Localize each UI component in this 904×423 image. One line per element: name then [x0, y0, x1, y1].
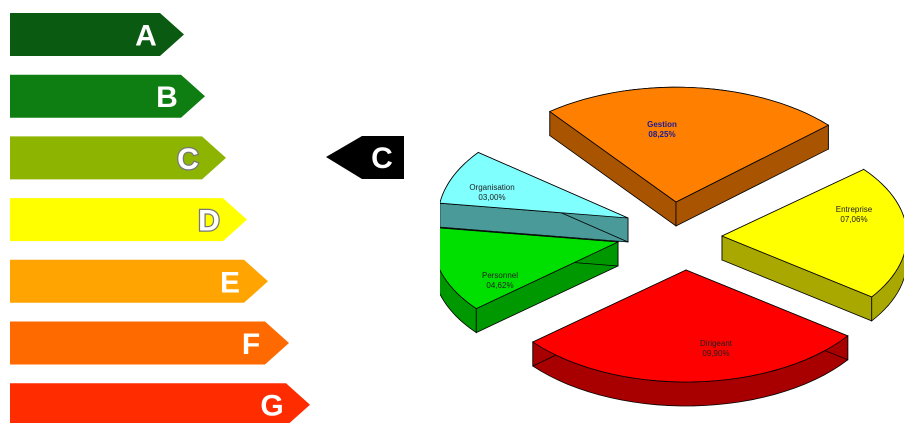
slice-label: Entreprise: [836, 205, 873, 214]
grade-letter: E: [220, 266, 240, 299]
slice-label: Organisation: [469, 183, 514, 192]
grade-letter: A: [135, 20, 157, 53]
pie-slice-top: [440, 227, 620, 310]
indicator-letter: C: [371, 142, 393, 175]
grade-letter: F: [242, 328, 260, 361]
grade-letter: G: [260, 390, 283, 423]
grade-arrow: [10, 259, 268, 303]
grade-arrow: [10, 198, 247, 242]
pie-chart: Organisation03,00%Gestion08,25%Entrepris…: [440, 86, 904, 407]
indicator-arrow: [326, 136, 404, 179]
grade-e: E: [10, 259, 268, 303]
grade-arrow: [10, 383, 310, 423]
current-grade-indicator: C: [326, 136, 404, 179]
slice-label: Personnel: [482, 271, 518, 280]
grade-letter: D: [198, 205, 220, 238]
pie-slice-top: [548, 86, 830, 203]
grade-b: B: [10, 74, 205, 118]
grade-letter: C: [177, 143, 199, 176]
slice-value-label: 07,06%: [840, 215, 867, 224]
grade-c: C: [10, 136, 226, 180]
slice-label: Dirigeant: [700, 339, 733, 348]
pie-slice-top: [721, 168, 904, 298]
slice-value-label: 03,00%: [478, 193, 505, 202]
slice-value-label: 09,90%: [702, 349, 729, 358]
slice-value-label: 08,25%: [648, 130, 675, 139]
grade-letter: B: [156, 81, 178, 114]
pie-slice-top: [440, 152, 629, 219]
grade-arrow: [10, 321, 289, 365]
grade-arrow: [10, 13, 184, 56]
grade-d: D: [10, 198, 247, 242]
grade-a: A: [10, 13, 184, 56]
slice-value-label: 04,62%: [486, 281, 513, 290]
pie-slice-top: [531, 269, 849, 383]
grade-arrow: [10, 136, 226, 180]
slice-label: Gestion: [647, 120, 677, 129]
grade-arrow: [10, 74, 205, 118]
grade-f: F: [10, 321, 289, 365]
grade-g: G: [10, 383, 310, 423]
